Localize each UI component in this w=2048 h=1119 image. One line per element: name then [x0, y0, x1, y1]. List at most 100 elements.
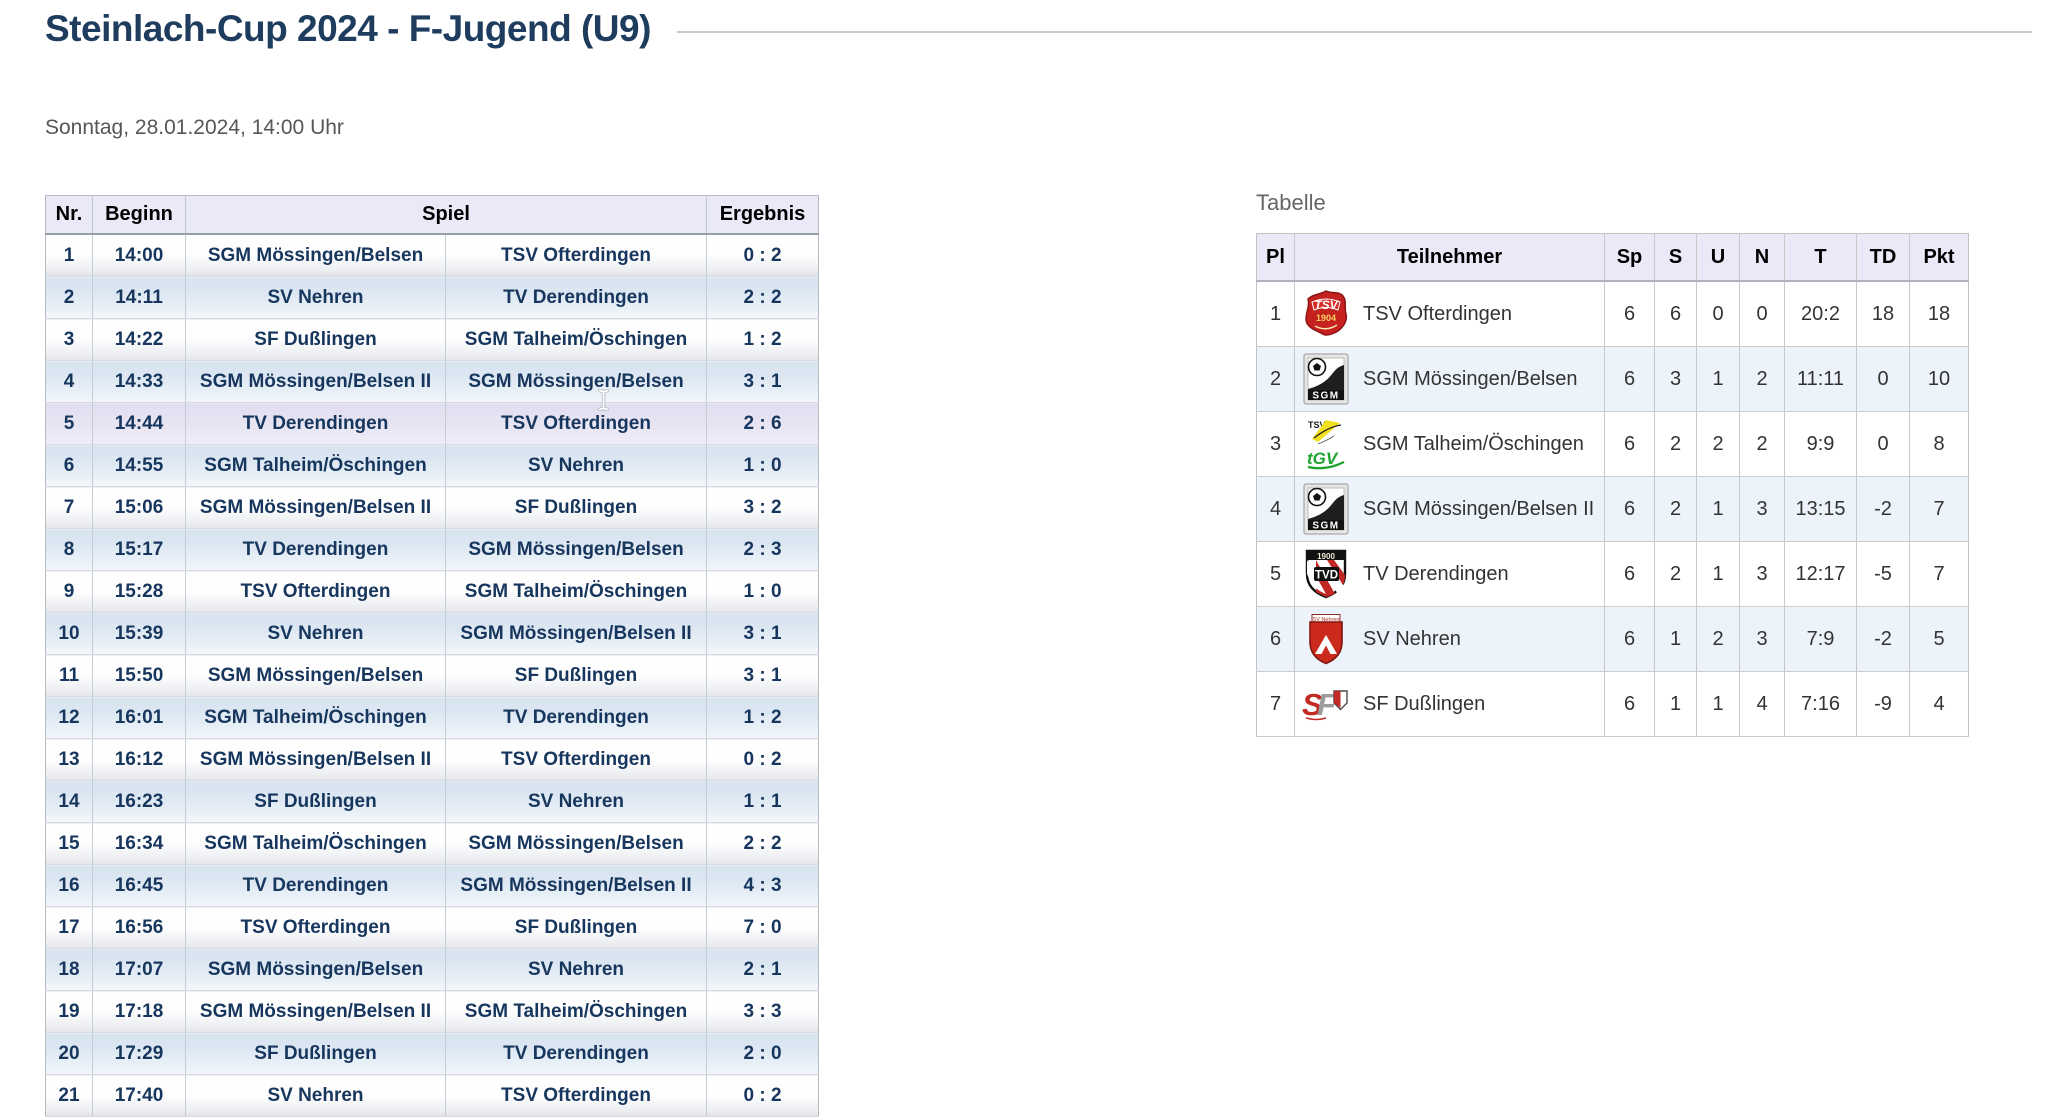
- standings-goal-diff: 0: [1856, 346, 1910, 412]
- home-team-name: SF Dußlingen: [185, 780, 446, 823]
- match-time: 14:44: [92, 402, 186, 445]
- match-number: 15: [45, 822, 93, 865]
- tv-derendingen-crest-icon: 1900 TVD: [1302, 547, 1350, 601]
- home-team-name: TV Derendingen: [185, 528, 446, 571]
- standings-played: 6: [1604, 476, 1655, 542]
- team-cell-content: TSV tGV SGM Talheim/Öschingen: [1295, 417, 1604, 471]
- standings-team-name: SV Nehren: [1363, 627, 1461, 650]
- home-team-name: SGM Mössingen/Belsen: [185, 654, 446, 697]
- match-time: 14:22: [92, 318, 186, 361]
- away-team-name: SGM Talheim/Öschingen: [445, 570, 708, 613]
- standings-row: 2 SGM SGM Mössingen/Belsen 6 3 1 2 11:11 0 10: [1256, 346, 1969, 412]
- match-score: 1 : 1: [706, 780, 819, 823]
- home-team-name: SGM Talheim/Öschingen: [185, 444, 446, 487]
- team-cell-content: TSV 1904 TSV Ofterdingen: [1295, 287, 1604, 341]
- standings-rank: 7: [1256, 671, 1295, 737]
- team-cell-content: SGM SGM Mössingen/Belsen: [1295, 352, 1604, 406]
- schedule-row: 9 15:28 TSV Ofterdingen SGM Talheim/Ösching…: [45, 570, 819, 613]
- match-time: 16:01: [92, 696, 186, 739]
- standings-team-name: SGM Talheim/Öschingen: [1363, 432, 1584, 455]
- away-team-name: SGM Mössingen/Belsen: [445, 528, 708, 571]
- standings-goal-diff: -9: [1856, 671, 1910, 737]
- svg-text:SGM: SGM: [1312, 521, 1339, 532]
- svg-text:1904: 1904: [1316, 313, 1336, 323]
- match-score: 2 : 2: [706, 276, 819, 319]
- standings-draws: 2: [1696, 606, 1740, 672]
- standings-played: 6: [1604, 606, 1655, 672]
- match-number: 12: [45, 696, 93, 739]
- home-team-name: SF Dußlingen: [185, 318, 446, 361]
- match-time: 14:11: [92, 276, 186, 319]
- standings-row: 4 SGM SGM Mössingen/Belsen II 6 2 1 3 13:15 -2 7: [1256, 476, 1969, 542]
- standings-team-name: SF Dußlingen: [1363, 692, 1486, 715]
- standings-draws: 2: [1696, 411, 1740, 477]
- schedule-header-beginn: Beginn: [92, 195, 186, 235]
- schedule-row: 8 15:17 TV Derendingen SGM Mössingen/Belsen…: [45, 528, 819, 571]
- home-team-name: SGM Talheim/Öschingen: [185, 696, 446, 739]
- standings-rank: 2: [1256, 346, 1295, 412]
- svg-text:TSV: TSV: [1308, 420, 1326, 430]
- schedule-table-body: 1 14:00 SGM Mössingen/Belsen TSV Ofterdinge…: [45, 234, 819, 1117]
- standings-team-cell: SGM SGM Mössingen/Belsen II: [1294, 476, 1605, 542]
- page-header: Steinlach-Cup 2024 - F-Jugend (U9): [45, 8, 2032, 50]
- schedule-header-nr: Nr.: [45, 195, 93, 235]
- standings-rank: 3: [1256, 411, 1295, 477]
- standings-row: 6 SV Nehren SV Nehren 6 1 2 3 7:9 -2 5: [1256, 606, 1969, 672]
- standings-header-sp: Sp: [1604, 233, 1655, 282]
- away-team-name: SV Nehren: [445, 780, 708, 823]
- match-number: 9: [45, 570, 93, 613]
- standings-losses: 3: [1739, 606, 1785, 672]
- standings-header-pl: Pl: [1256, 233, 1295, 282]
- standings-row: 3 TSV tGV SGM Talheim/Öschingen 6 2 2 2 9:9 0 8: [1256, 411, 1969, 477]
- schedule-row: 14 16:23 SF Dußlingen SV Nehren 1 : 1: [45, 780, 819, 823]
- standings-draws: 1: [1696, 476, 1740, 542]
- match-number: 14: [45, 780, 93, 823]
- match-number: 11: [45, 654, 93, 697]
- standings-team-name: TSV Ofterdingen: [1363, 302, 1512, 325]
- away-team-name: TV Derendingen: [445, 276, 708, 319]
- away-team-name: SV Nehren: [445, 444, 708, 487]
- standings-wins: 1: [1654, 606, 1697, 672]
- home-team-name: SGM Mössingen/Belsen II: [185, 360, 446, 403]
- event-date-subtitle: Sonntag, 28.01.2024, 14:00 Uhr: [45, 116, 344, 139]
- svg-text:TSV: TSV: [1314, 298, 1338, 312]
- away-team-name: TSV Ofterdingen: [445, 234, 708, 277]
- standings-losses: 2: [1739, 346, 1785, 412]
- match-time: 15:28: [92, 570, 186, 613]
- schedule-row: 21 17:40 SV Nehren TSV Ofterdingen 0 : 2: [45, 1074, 819, 1117]
- away-team-name: TV Derendingen: [445, 696, 708, 739]
- standings-team-name: TV Derendingen: [1363, 562, 1509, 585]
- match-time: 15:39: [92, 612, 186, 655]
- match-number: 5: [45, 402, 93, 445]
- standings-points: 8: [1909, 411, 1969, 477]
- match-number: 3: [45, 318, 93, 361]
- svg-text:SV Nehren: SV Nehren: [1313, 617, 1340, 623]
- away-team-name: SF Dußlingen: [445, 654, 708, 697]
- standings-goals: 9:9: [1784, 411, 1857, 477]
- schedule-row: 11 15:50 SGM Mössingen/Belsen SF Dußlingen 3…: [45, 654, 819, 697]
- away-team-name: SV Nehren: [445, 948, 708, 991]
- svg-text:1900: 1900: [1317, 552, 1335, 561]
- schedule-row: 4 14:33 SGM Mössingen/Belsen II SGM Mössing…: [45, 360, 819, 403]
- away-team-name: SGM Mössingen/Belsen II: [445, 612, 708, 655]
- standings-row: 5 1900 TVD TV Derendingen 6 2 1 3 12:17 -5 7: [1256, 541, 1969, 607]
- standings-team-cell: SGM SGM Mössingen/Belsen: [1294, 346, 1605, 412]
- standings-team-cell: TSV tGV SGM Talheim/Öschingen: [1294, 411, 1605, 477]
- match-schedule-table: Nr. Beginn Spiel Ergebnis 1 14:00 SGM Möss…: [45, 195, 820, 1117]
- away-team-name: SGM Talheim/Öschingen: [445, 990, 708, 1033]
- standings-points: 10: [1909, 346, 1969, 412]
- standings-draws: 1: [1696, 671, 1740, 737]
- schedule-row: 2 14:11 SV Nehren TV Derendingen 2 : 2: [45, 276, 819, 319]
- match-number: 16: [45, 864, 93, 907]
- away-team-name: SGM Mössingen/Belsen II: [445, 864, 708, 907]
- standings-goals: 12:17: [1784, 541, 1857, 607]
- home-team-name: TV Derendingen: [185, 864, 446, 907]
- standings-header-pkt: Pkt: [1909, 233, 1969, 282]
- match-score: 0 : 2: [706, 738, 819, 781]
- match-time: 16:34: [92, 822, 186, 865]
- page-title: Steinlach-Cup 2024 - F-Jugend (U9): [45, 8, 651, 49]
- match-schedule-section: Nr. Beginn Spiel Ergebnis 1 14:00 SGM Möss…: [45, 195, 820, 1117]
- home-team-name: SF Dußlingen: [185, 1032, 446, 1075]
- schedule-row: 7 15:06 SGM Mössingen/Belsen II SF Dußlinge…: [45, 486, 819, 529]
